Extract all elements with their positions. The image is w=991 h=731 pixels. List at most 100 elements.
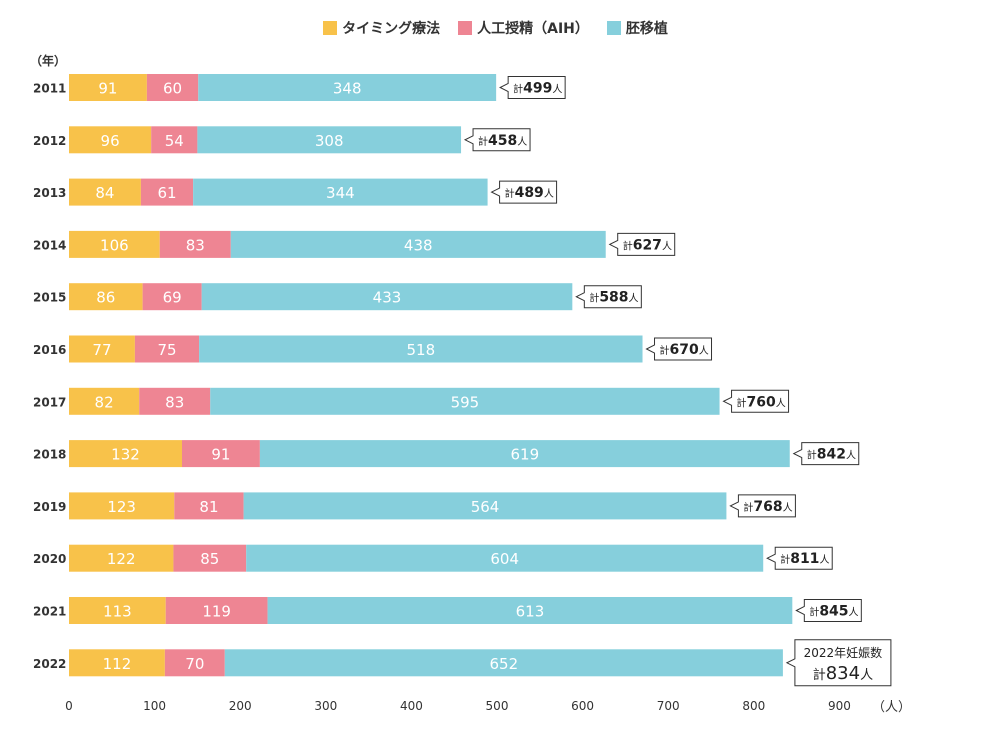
bar-segment-aih-2011 <box>146 74 199 101</box>
data-label-embryo-transfer-2015: 433 <box>373 289 402 307</box>
x-tick-label-600: 600 <box>571 699 594 713</box>
data-label-embryo-transfer-2012: 308 <box>315 132 344 150</box>
data-label-timing-2018: 132 <box>111 446 140 464</box>
total-callout-box-2011 <box>499 76 566 99</box>
y-tick-label-2011: 2011 <box>33 82 66 96</box>
data-label-timing-2021: 113 <box>103 603 132 621</box>
legend-item-aih: 人工授精（AIH） <box>458 18 589 38</box>
bar-segment-embryo-transfer-2012 <box>197 126 462 154</box>
bar-segment-timing-2022 <box>69 649 165 677</box>
bar-segment-timing-2021 <box>69 597 166 624</box>
total-callout-box-2022 <box>785 639 892 687</box>
bar-segment-embryo-transfer-2014 <box>230 230 606 258</box>
data-label-embryo-transfer-2011: 348 <box>333 80 362 98</box>
legend-swatch-timing <box>323 21 338 35</box>
bar-segment-timing-2017 <box>69 387 140 415</box>
data-label-aih-2018: 91 <box>211 446 230 464</box>
y-axis-label: （年） <box>30 54 67 68</box>
data-label-aih-2013: 61 <box>157 184 176 202</box>
y-tick-label-2016: 2016 <box>33 343 66 357</box>
x-tick-label-700: 700 <box>657 699 680 713</box>
legend: タイミング療法 人工授精（AIH） 胚移植 <box>0 18 991 38</box>
y-tick-label-2013: 2013 <box>33 186 66 200</box>
total-label-2017: 計760人 <box>737 394 786 410</box>
bar-segment-aih-2019 <box>174 492 244 520</box>
bar-segment-embryo-transfer-2018 <box>259 440 790 468</box>
total-label-2015: 計588人 <box>589 290 638 306</box>
data-label-embryo-transfer-2018: 619 <box>510 446 539 464</box>
data-label-timing-2022: 112 <box>103 655 132 673</box>
y-tick-label-2019: 2019 <box>33 500 66 514</box>
y-tick-label-2018: 2018 <box>33 448 66 462</box>
y-tick-label-2012: 2012 <box>33 134 66 148</box>
total-label-2021: 計845人 <box>809 604 858 620</box>
legend-label-embryo-transfer: 胚移植 <box>625 21 668 37</box>
data-label-timing-2017: 82 <box>95 393 114 411</box>
total-label-2018: 計842人 <box>807 447 856 463</box>
data-label-aih-2012: 54 <box>165 132 184 150</box>
data-label-aih-2016: 75 <box>157 341 176 359</box>
x-axis-unit: （人） <box>872 700 912 715</box>
bar-segment-aih-2013 <box>140 178 194 206</box>
bar-segment-aih-2022 <box>164 649 225 677</box>
x-tick-label-100: 100 <box>143 699 166 713</box>
y-tick-label-2015: 2015 <box>33 291 66 305</box>
total-label-2019: 計768人 <box>743 499 792 515</box>
bar-segment-timing-2013 <box>69 178 141 206</box>
legend-item-embryo-transfer: 胚移植 <box>606 18 668 38</box>
total-callout-box-2020 <box>766 546 833 570</box>
x-tick-label-300: 300 <box>314 699 337 713</box>
legend-item-timing: タイミング療法 <box>323 18 440 38</box>
bar-segment-timing-2019 <box>69 492 175 520</box>
bar-segment-timing-2014 <box>69 230 160 258</box>
bar-segment-aih-2018 <box>181 440 260 468</box>
x-tick-label-0: 0 <box>65 699 73 713</box>
total-callout-box-2016 <box>645 337 713 361</box>
bar-segment-aih-2015 <box>142 283 202 311</box>
data-label-embryo-transfer-2014: 438 <box>404 236 433 254</box>
legend-swatch-aih <box>458 21 473 35</box>
data-label-aih-2020: 85 <box>200 550 219 568</box>
total-label-2022: 計834人 <box>813 663 873 684</box>
total-callout-box-2014 <box>608 232 676 256</box>
bar-segment-timing-2020 <box>69 544 174 572</box>
bar-segment-timing-2011 <box>69 74 147 101</box>
data-label-aih-2022: 70 <box>185 655 204 673</box>
total-callout-box-2012 <box>463 128 531 152</box>
bar-segment-embryo-transfer-2013 <box>193 178 488 206</box>
data-label-aih-2015: 69 <box>163 289 182 307</box>
bar-segment-embryo-transfer-2019 <box>243 492 727 520</box>
bar-segment-aih-2016 <box>134 335 200 363</box>
data-label-timing-2019: 123 <box>107 498 136 516</box>
data-label-timing-2015: 86 <box>96 289 115 307</box>
data-label-timing-2016: 77 <box>92 341 111 359</box>
x-tick-label-200: 200 <box>229 699 252 713</box>
y-tick-label-2017: 2017 <box>33 395 66 409</box>
legend-label-timing: タイミング療法 <box>342 21 441 37</box>
total-label-2016: 計670人 <box>660 342 709 358</box>
data-label-timing-2012: 96 <box>101 132 120 150</box>
total-callout-box-2017 <box>722 389 790 413</box>
data-label-aih-2019: 81 <box>199 498 218 516</box>
total-callout-box-2018 <box>792 442 860 466</box>
total-callout-box-2019 <box>729 494 796 518</box>
data-label-aih-2017: 83 <box>165 393 184 411</box>
bar-segment-timing-2015 <box>69 283 143 311</box>
bar-segment-embryo-transfer-2022 <box>224 649 783 677</box>
y-tick-label-2021: 2021 <box>33 605 66 619</box>
total-callout-box-2021 <box>795 599 862 622</box>
data-label-embryo-transfer-2019: 564 <box>471 498 500 516</box>
bar-segment-embryo-transfer-2011 <box>198 74 497 101</box>
x-tick-label-500: 500 <box>486 699 509 713</box>
bar-segment-aih-2014 <box>159 230 231 258</box>
data-label-timing-2020: 122 <box>107 550 136 568</box>
bar-segment-aih-2020 <box>173 544 247 572</box>
bar-segment-embryo-transfer-2015 <box>201 283 573 311</box>
bar-segment-embryo-transfer-2017 <box>210 387 720 415</box>
data-label-embryo-transfer-2017: 595 <box>451 393 480 411</box>
x-tick-label-900: 900 <box>828 699 851 713</box>
data-label-embryo-transfer-2013: 344 <box>326 184 355 202</box>
data-label-timing-2011: 91 <box>98 80 117 98</box>
y-tick-label-2022: 2022 <box>33 657 66 671</box>
x-tick-label-800: 800 <box>742 699 765 713</box>
